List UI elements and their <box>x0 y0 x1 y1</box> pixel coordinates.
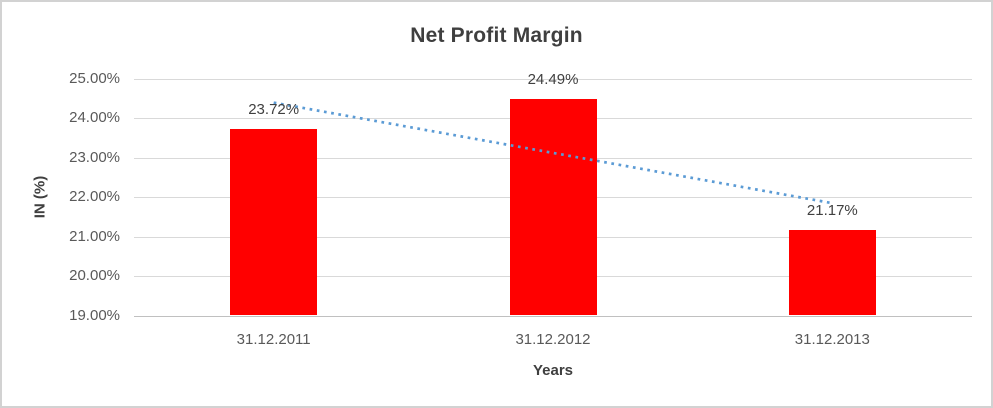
x-tick-label: 31.12.2013 <box>794 331 870 348</box>
bar-31.12.2013 <box>788 229 876 316</box>
data-label: 23.72% <box>248 101 300 119</box>
bar-31.12.2012 <box>509 99 597 316</box>
data-label: 21.17% <box>806 201 858 219</box>
y-tick-label: 19.00% <box>69 306 120 324</box>
chart-title: Net Profit Margin <box>410 24 583 47</box>
x-axis-line <box>134 315 972 317</box>
x-tick-label: 31.12.2012 <box>515 331 591 348</box>
y-tick-label: 23.00% <box>69 148 120 166</box>
x-tick-label: 31.12.2011 <box>236 331 311 348</box>
bar-31.12.2011 <box>230 129 318 316</box>
y-tick-label: 20.00% <box>69 267 120 285</box>
y-tick-label: 22.00% <box>69 188 120 206</box>
y-tick-label: 24.00% <box>69 109 120 127</box>
data-label: 24.49% <box>527 71 579 89</box>
y-tick-label: 25.00% <box>69 70 120 87</box>
y-tick-label: 21.00% <box>69 227 120 245</box>
gridline <box>134 79 972 80</box>
x-axis-title: Years <box>532 362 574 379</box>
